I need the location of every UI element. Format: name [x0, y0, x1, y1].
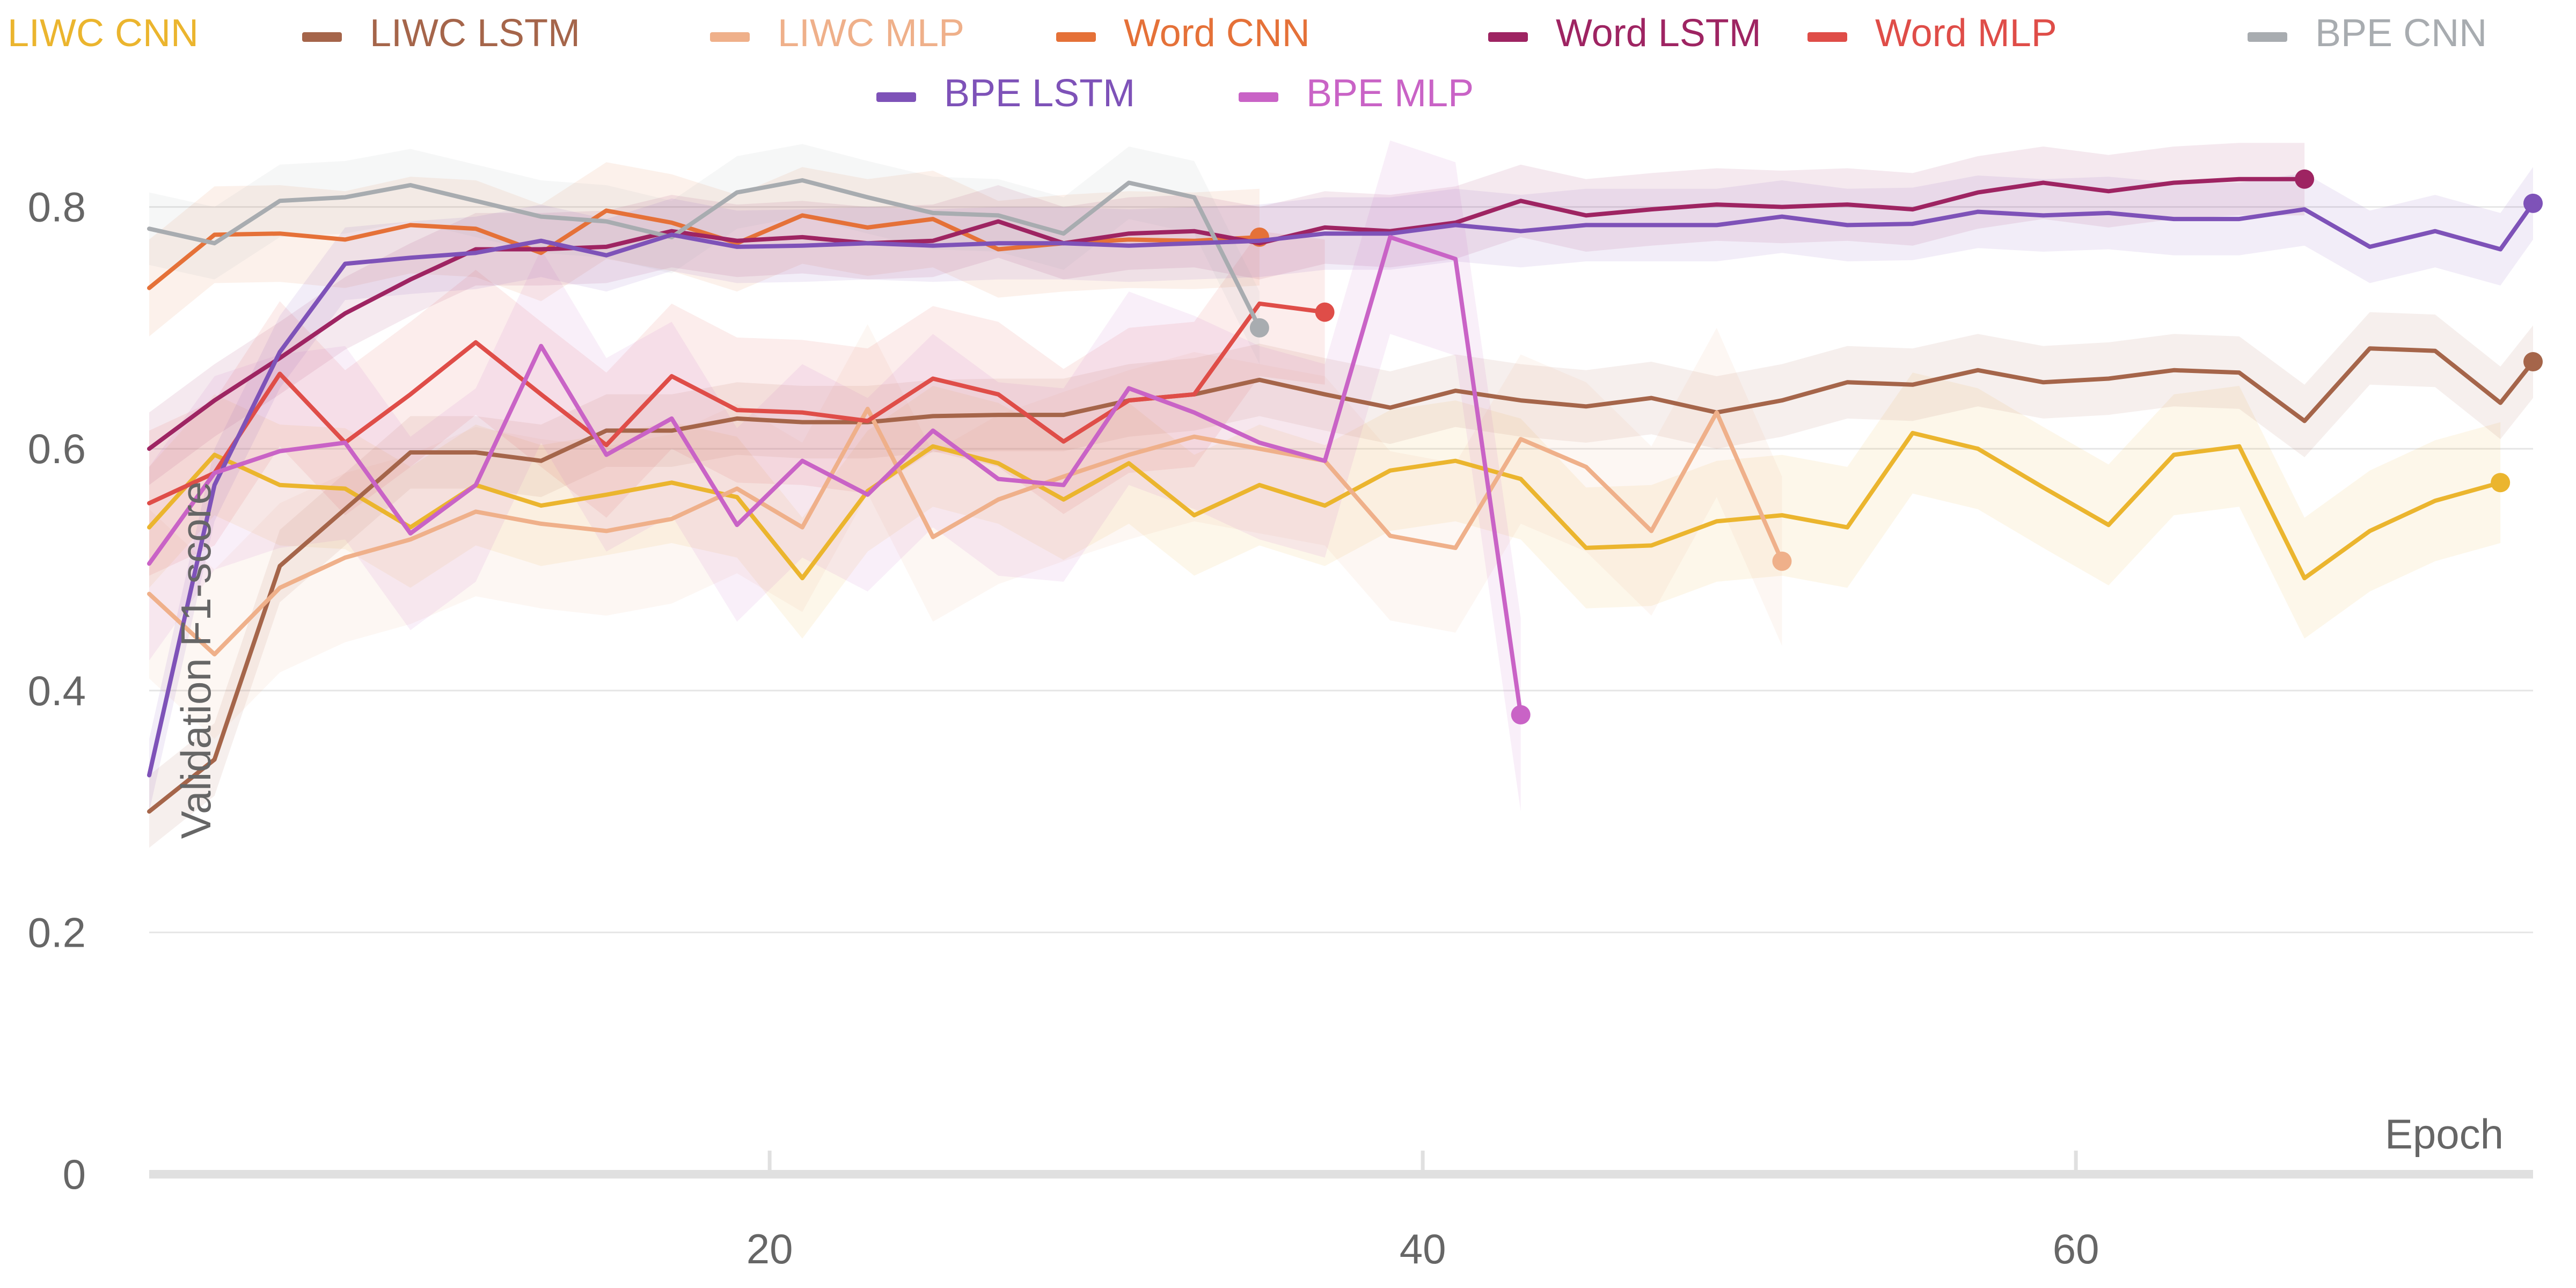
legend-label: LIWC LSTM — [370, 12, 580, 55]
legend-item[interactable]: BPE LSTM — [876, 72, 1135, 115]
legend-item[interactable]: LIWC CNN — [0, 12, 199, 55]
legend-swatch — [710, 32, 750, 42]
y-tick-label: 0.6 — [28, 425, 86, 472]
x-tick-label: 40 — [1400, 1225, 1446, 1272]
series-band — [149, 144, 1260, 364]
x-tick-label: 20 — [747, 1225, 793, 1272]
legend-item[interactable]: LIWC MLP — [710, 12, 964, 55]
legend-item[interactable]: BPE CNN — [2248, 12, 2487, 55]
series-line[interactable] — [147, 235, 1523, 717]
x-axis-title: Epoch — [2385, 1110, 2504, 1158]
grid-lines: 0 0.2 0.4 0.6 0.8 — [28, 184, 2533, 1198]
series-line[interactable] — [147, 177, 2307, 451]
series-end-point[interactable] — [1315, 302, 1335, 322]
legend-swatch — [876, 92, 916, 102]
legend-item[interactable]: Word MLP — [1807, 12, 2057, 55]
legend-swatch — [1488, 32, 1528, 42]
y-tick-label: 0.2 — [28, 909, 86, 956]
legend-label: Word MLP — [1875, 12, 2057, 55]
series-line[interactable] — [147, 406, 1784, 657]
series-band — [149, 324, 1782, 739]
legend-label: BPE CNN — [2315, 12, 2487, 55]
series-line[interactable] — [147, 178, 1262, 330]
x-axis: 20 40 60 — [149, 1151, 2533, 1272]
series-line[interactable] — [147, 346, 2535, 814]
legend-item[interactable]: LIWC LSTM — [302, 12, 580, 55]
legend-label: BPE LSTM — [944, 72, 1135, 115]
legend-label: BPE MLP — [1306, 72, 1474, 115]
series-end-point[interactable] — [2491, 473, 2511, 493]
series-end-point[interactable] — [2523, 352, 2543, 371]
series-end-point[interactable] — [1511, 705, 1531, 724]
legend-swatch — [302, 32, 342, 42]
x-tick-label: 60 — [2053, 1225, 2099, 1272]
legend-item[interactable]: Word CNN — [1056, 12, 1310, 55]
legend-swatch — [1807, 32, 1847, 42]
legend-item[interactable]: BPE MLP — [1239, 72, 1474, 115]
legend-swatch — [1239, 92, 1278, 102]
series-end-point[interactable] — [2523, 193, 2543, 213]
series-line[interactable] — [147, 430, 2503, 581]
series-band — [149, 162, 1260, 336]
series-line[interactable] — [147, 201, 2535, 778]
y-axis-title: Validation F1-score — [172, 481, 219, 839]
legend[interactable]: LIWC CNN LIWC LSTM LIWC MLP Word CNN Word LS… — [0, 12, 2487, 115]
y-tick-label: 0.8 — [28, 184, 86, 231]
series-band — [149, 312, 2533, 848]
legend-label: LIWC CNN — [8, 12, 199, 55]
legend-item[interactable]: Word LSTM — [1488, 12, 1761, 55]
legend-label: LIWC MLP — [778, 12, 964, 55]
y-tick-label: 0.4 — [28, 667, 86, 714]
legend-swatch — [1056, 32, 1096, 42]
series-end-point[interactable] — [1772, 551, 1792, 571]
series-lines — [147, 169, 2543, 814]
series-end-point[interactable] — [1249, 318, 1269, 338]
legend-label: Word LSTM — [1556, 12, 1761, 55]
series-end-point[interactable] — [2295, 169, 2315, 189]
y-tick-label: 0 — [63, 1151, 86, 1198]
legend-swatch — [2248, 32, 2287, 42]
legend-label: Word CNN — [1124, 12, 1310, 55]
